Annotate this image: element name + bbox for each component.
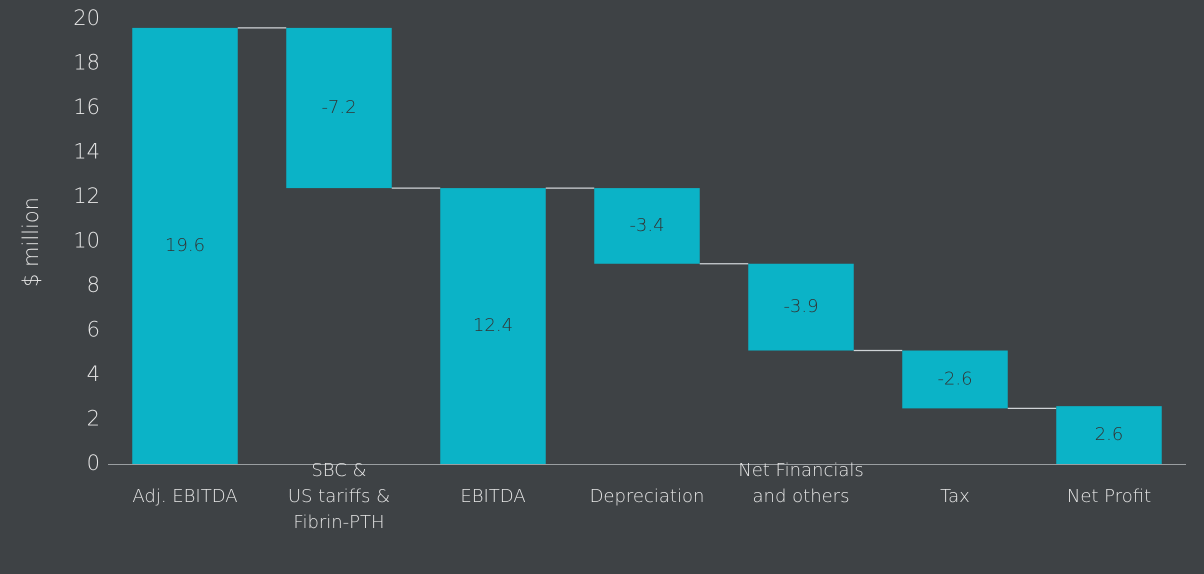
data-label: -3.9 [783, 296, 818, 317]
bar [440, 188, 546, 464]
y-axis-label: $ million [19, 197, 43, 287]
bar [902, 350, 1008, 409]
y-tick-label: 10 [73, 229, 100, 253]
x-tick-label: EBITDA [460, 486, 525, 507]
data-label: 12.4 [473, 315, 513, 336]
bar [132, 27, 238, 465]
x-tick-label: SBC & US tariffs & Fibrin-PTH [288, 460, 390, 533]
y-tick-label: 18 [73, 51, 100, 75]
y-tick-label: 12 [73, 184, 100, 208]
bar [1056, 406, 1162, 464]
y-tick-label: 8 [87, 273, 100, 297]
x-tick-label: Depreciation [590, 486, 705, 507]
bar [286, 27, 392, 189]
x-tick-label: Adj. EBITDA [132, 486, 237, 507]
data-label: -3.4 [629, 215, 664, 236]
y-tick-label: 16 [73, 95, 100, 119]
x-tick-label: Net Profit [1067, 486, 1151, 507]
y-tick-label: 0 [87, 451, 100, 475]
y-tick-label: 14 [73, 140, 100, 164]
y-tick-label: 4 [87, 362, 100, 386]
y-tick-label: 6 [87, 318, 100, 342]
data-label: 19.6 [165, 235, 205, 256]
data-label: 2.6 [1095, 424, 1124, 445]
y-tick-label: 2 [87, 407, 100, 431]
data-label: -2.6 [937, 368, 972, 389]
bar [748, 263, 854, 351]
y-tick-label: 20 [73, 6, 100, 30]
bar [594, 188, 700, 264]
x-tick-label: Tax [940, 486, 970, 507]
data-label: -7.2 [321, 97, 356, 118]
x-tick-label: Net Financials and others [738, 460, 864, 507]
